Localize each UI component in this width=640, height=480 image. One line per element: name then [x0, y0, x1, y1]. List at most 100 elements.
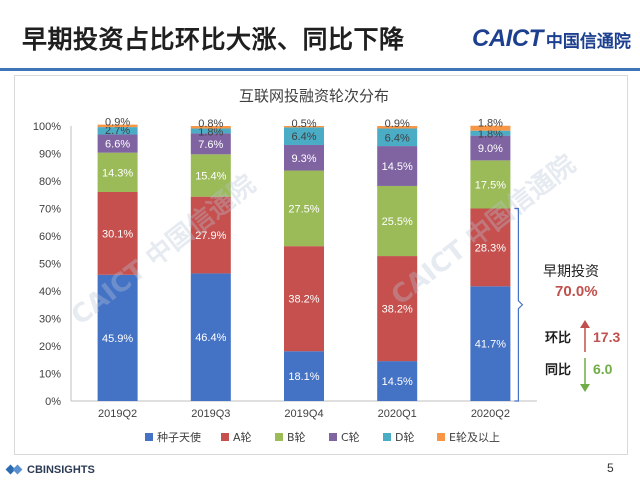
- legend-swatch: [275, 433, 283, 441]
- bar-segment: [97, 127, 138, 135]
- data-label: 14.5%: [382, 161, 413, 173]
- bar-segment: [470, 125, 511, 131]
- data-label: 27.5%: [288, 203, 319, 215]
- y-tick-label: 10%: [39, 369, 61, 381]
- data-label: 38.2%: [382, 304, 413, 316]
- data-label: 18.1%: [288, 371, 319, 383]
- yoy-value: 6.0: [593, 361, 613, 377]
- bar-segment: [284, 170, 324, 247]
- legend-label: D轮: [395, 430, 414, 444]
- data-label: 17.5%: [475, 179, 506, 191]
- bar-segment: [190, 133, 231, 155]
- bar-segment: [190, 126, 231, 129]
- bar-segment: [97, 152, 138, 192]
- yoy-label: 同比: [545, 362, 571, 378]
- legend-swatch: [145, 433, 153, 441]
- data-label: 1.8%: [478, 129, 503, 141]
- bar-segment: [190, 154, 231, 197]
- x-tick-label: 2019Q3: [191, 408, 230, 420]
- legend-label: E轮及以上: [449, 430, 500, 444]
- bar-segment: [97, 274, 138, 401]
- data-label: 14.3%: [102, 167, 133, 179]
- chart-frame: 互联网投融资轮次分布 0% 10% 20% 30% 40% 50% 60% 70% 80% 90% 1…: [14, 75, 628, 455]
- data-label: 6.4%: [385, 132, 410, 144]
- data-label: 14.5%: [382, 376, 413, 388]
- bar-segment: [190, 273, 231, 401]
- qoq-up-arrow-icon: [580, 320, 590, 328]
- legend-label: B轮: [287, 430, 306, 444]
- data-label: 27.9%: [195, 230, 226, 242]
- bar-segment: [470, 135, 511, 161]
- yoy-down-arrow-icon: [580, 384, 590, 392]
- early-stage-value: 70.0%: [555, 283, 598, 300]
- data-label: 9.0%: [478, 143, 503, 155]
- cbinsights-mark-icon: [5, 463, 24, 477]
- data-label: 2.7%: [105, 125, 130, 137]
- y-tick-label: 60%: [39, 231, 61, 243]
- data-label: 15.4%: [195, 171, 226, 183]
- data-label: 0.8%: [198, 118, 223, 130]
- data-label: 30.1%: [102, 228, 133, 240]
- bar-segment: [284, 127, 324, 145]
- legend-swatch: [329, 433, 337, 441]
- early-stage-bracket: [514, 207, 524, 402]
- bar-segment: [284, 351, 324, 401]
- bar-segment: [470, 160, 511, 209]
- y-tick-label: 50%: [39, 259, 61, 271]
- qoq-label: 环比: [545, 330, 571, 346]
- y-tick-label: 30%: [39, 314, 61, 326]
- legend-label: 种子天使: [157, 430, 201, 444]
- chart-title: 互联网投融资轮次分布: [239, 87, 389, 105]
- legend-swatch: [383, 433, 391, 441]
- y-tick-label: 70%: [39, 204, 61, 216]
- legend-label: A轮: [233, 430, 252, 444]
- x-tick-label: 2020Q1: [378, 408, 417, 420]
- bar-segment: [190, 196, 231, 274]
- data-label: 7.6%: [198, 139, 223, 151]
- x-tick-label: 2019Q4: [284, 408, 323, 420]
- bar-segment: [470, 130, 511, 136]
- x-tick-label: 2019Q2: [98, 408, 137, 420]
- data-label: 0.9%: [385, 118, 410, 130]
- bar-segment: [377, 126, 418, 129]
- data-label: 45.9%: [102, 333, 133, 345]
- bar-segment: [97, 134, 138, 153]
- bar-segment: [284, 144, 324, 171]
- bar-segment: [377, 361, 418, 401]
- data-label: 41.7%: [475, 339, 506, 351]
- data-label: 0.9%: [105, 117, 130, 129]
- bar-segment: [97, 192, 138, 275]
- bar-segment: [284, 246, 324, 352]
- legend-swatch: [437, 433, 445, 441]
- footer-logo-text: CBINSIGHTS: [27, 464, 95, 476]
- bar-segment: [190, 128, 231, 134]
- y-tick-label: 90%: [39, 149, 61, 161]
- watermark-text: CAICT 中国信通院: [65, 169, 261, 332]
- brand-logo-chinese: 中国信通院: [545, 31, 631, 52]
- x-tick-label: 2020Q2: [471, 408, 510, 420]
- slide-title: 早期投资占比环比大涨、同比下降: [22, 25, 405, 54]
- y-tick-label: 20%: [39, 341, 61, 353]
- bar-segment: [97, 124, 138, 128]
- data-label: 6.6%: [105, 139, 130, 151]
- bar-segment: [470, 208, 511, 287]
- data-label: 46.4%: [195, 332, 226, 344]
- bar-segment: [470, 286, 511, 401]
- data-label: 6.4%: [291, 131, 316, 143]
- bar-segment: [377, 185, 418, 257]
- bar-segment: [377, 146, 418, 186]
- footer-logo: CBINSIGHTS: [5, 461, 95, 479]
- brand-logo: CAICT 中国信通院: [472, 24, 631, 54]
- y-tick-label: 80%: [39, 176, 61, 188]
- data-label: 1.8%: [198, 126, 223, 138]
- data-label: 28.3%: [475, 242, 506, 254]
- data-label: 9.3%: [291, 153, 316, 165]
- data-label: 38.2%: [288, 294, 319, 306]
- qoq-value: 17.3: [593, 329, 620, 345]
- bar-segment: [377, 256, 418, 362]
- title-divider: [0, 68, 640, 71]
- legend-label: C轮: [341, 430, 360, 444]
- data-label: 25.5%: [382, 216, 413, 228]
- data-label: 1.8%: [478, 118, 503, 130]
- page-number: 5: [607, 461, 614, 475]
